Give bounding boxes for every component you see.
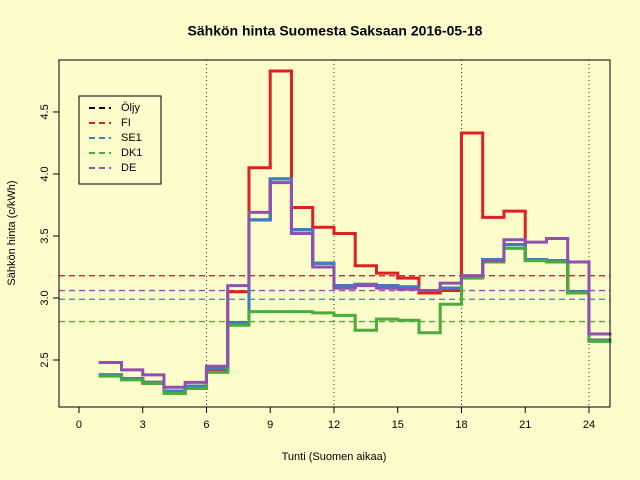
x-tick-label: 6 bbox=[203, 419, 209, 431]
y-tick-label: 3.5 bbox=[39, 228, 51, 243]
y-tick-label: 2.5 bbox=[39, 352, 51, 367]
x-tick-label: 9 bbox=[267, 419, 273, 431]
chart-title: Sähkön hinta Suomesta Saksaan 2016-05-18 bbox=[188, 23, 483, 39]
legend-label: SE1 bbox=[121, 132, 142, 144]
x-axis-label: Tunti (Suomen aikaa) bbox=[282, 451, 387, 463]
x-tick-label: 24 bbox=[583, 419, 595, 431]
y-tick-label: 4.5 bbox=[39, 104, 51, 119]
y-tick-label: 4.0 bbox=[39, 166, 51, 181]
x-tick-label: 0 bbox=[76, 419, 82, 431]
legend-label: Öljy bbox=[121, 102, 140, 114]
legend-label: FI bbox=[121, 117, 131, 129]
legend-label: DE bbox=[121, 162, 136, 174]
x-tick-label: 12 bbox=[328, 419, 340, 431]
y-axis-label: Sähkön hinta (c/kWh) bbox=[6, 180, 18, 285]
x-tick-label: 18 bbox=[455, 419, 467, 431]
legend-label: DK1 bbox=[121, 147, 142, 159]
x-tick-label: 21 bbox=[519, 419, 531, 431]
x-tick-label: 3 bbox=[140, 419, 146, 431]
x-tick-label: 15 bbox=[392, 419, 404, 431]
legend-box bbox=[78, 95, 162, 185]
y-tick-label: 3.0 bbox=[39, 290, 51, 305]
plot-frame bbox=[58, 59, 611, 408]
